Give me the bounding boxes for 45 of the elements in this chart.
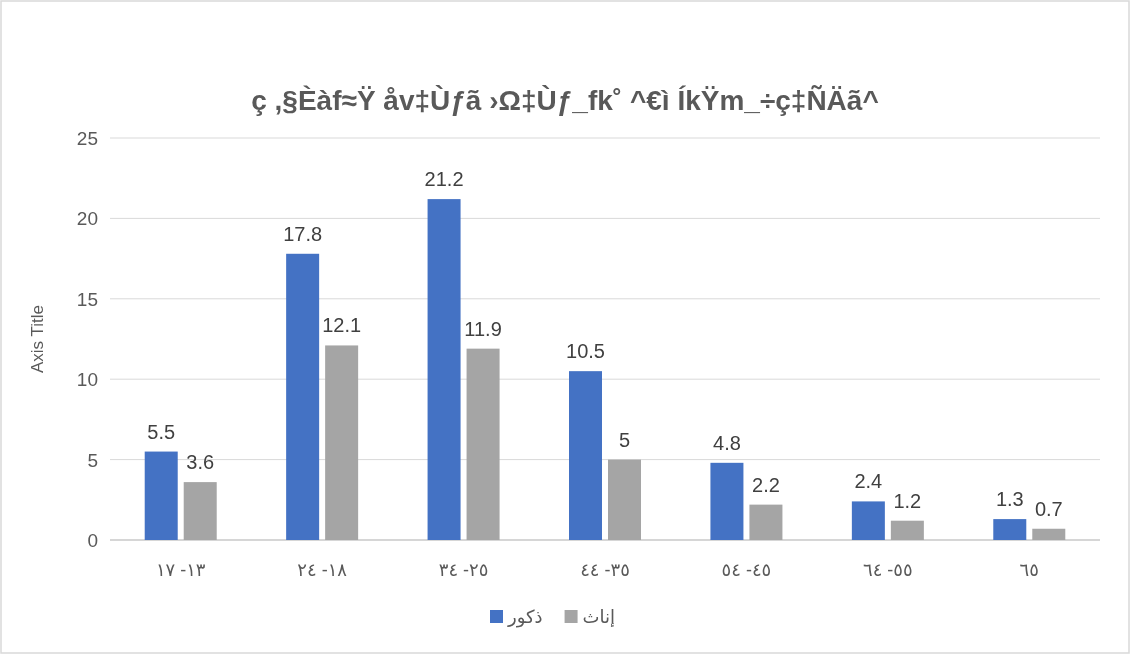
y-tick-label: 0 xyxy=(87,530,98,551)
y-tick-label: 25 xyxy=(76,128,98,149)
data-label: 21.2 xyxy=(424,168,464,191)
bar xyxy=(466,348,500,540)
data-label: 17.8 xyxy=(283,222,323,245)
data-label: 1.2 xyxy=(893,489,922,512)
data-label: 12.1 xyxy=(322,314,362,337)
bar xyxy=(993,519,1027,540)
y-tick-label: 15 xyxy=(76,288,98,310)
bar xyxy=(890,520,924,540)
bar xyxy=(851,501,885,540)
bar xyxy=(749,504,783,540)
legend-label: ذكور xyxy=(507,607,543,628)
x-tick-label: ٢٤ -١٨ xyxy=(297,560,348,580)
data-label: 0.7 xyxy=(1034,497,1063,520)
data-label: 10.5 xyxy=(566,340,605,363)
data-label: 5.5 xyxy=(147,420,176,443)
data-label: 3.6 xyxy=(186,451,215,474)
bar xyxy=(286,253,320,540)
bar xyxy=(608,459,641,540)
y-axis-title: Axis Title xyxy=(28,304,47,374)
y-tick-label: 20 xyxy=(76,208,98,230)
y-tick-label: 5 xyxy=(87,449,98,471)
legend-label: إناث xyxy=(582,607,616,627)
bar xyxy=(183,482,217,540)
data-label: 2.2 xyxy=(752,473,780,496)
bar xyxy=(569,371,602,540)
data-label: 4.8 xyxy=(713,431,741,454)
bar xyxy=(427,199,461,540)
bar xyxy=(144,451,178,540)
chart-title: ç ,§Èàf≈Ÿ åv‡Ùƒã ›Ω‡Ùƒ_fk˚ ^€ì ÍkŸm_÷ç‡ÑÄã^ xyxy=(251,85,879,116)
y-tick-label: 10 xyxy=(76,369,98,391)
x-tick-label: ٣٤ -٢٥ xyxy=(438,560,489,580)
data-label: 11.9 xyxy=(464,317,502,340)
data-label: 1.3 xyxy=(995,488,1024,511)
x-tick-label: ٥٤ -٤٥ xyxy=(721,560,772,580)
x-tick-label: ١٧ -١٣ xyxy=(155,560,206,580)
x-tick-label: ٤٤ -٣٥ xyxy=(580,560,630,580)
x-tick-label: ٦٤ -٥٥ xyxy=(863,560,913,580)
data-label: 5 xyxy=(618,428,631,451)
data-label: 2.4 xyxy=(854,470,883,493)
x-tick-label: ٦٥ xyxy=(1019,560,1039,580)
bar xyxy=(710,462,744,540)
bar xyxy=(325,345,359,540)
bar xyxy=(1032,528,1066,540)
